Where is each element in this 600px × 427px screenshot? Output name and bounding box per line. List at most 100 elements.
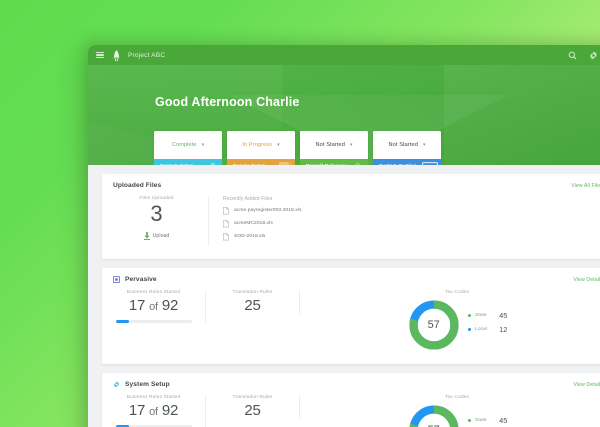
status-card-name: People Setup xyxy=(233,164,265,165)
dollar-icon: $ xyxy=(354,161,362,165)
rocket-logo-icon[interactable] xyxy=(111,49,122,62)
business-rules-block: Business Rules Started 17 of 92 xyxy=(102,395,206,427)
status-card-footer[interactable]: System Testing xyxy=(373,159,441,165)
files-uploaded-caption: Files Uploaded xyxy=(139,196,174,201)
status-card-header[interactable]: Complete ▾ xyxy=(154,131,222,159)
search-icon[interactable] xyxy=(568,51,577,60)
status-card-header[interactable]: Not Started ▾ xyxy=(373,131,441,159)
list-item[interactable]: SOD-2018.xls xyxy=(223,233,600,241)
panel-header: Uploaded Files View All Files xyxy=(102,174,600,196)
greeting-text: Good Afternoon Charlie xyxy=(155,95,300,109)
legend-value: 45 xyxy=(499,416,508,425)
legend-dot-state xyxy=(467,418,472,423)
uploaded-files-panel: Uploaded Files View All Files Files Uplo… xyxy=(102,174,600,259)
section-title: Pervasive xyxy=(125,276,157,283)
status-card-people-setup[interactable]: In Progress ▾ People Setup xyxy=(227,131,295,165)
tax-codes-caption: Tax Codes xyxy=(444,290,470,295)
file-icon xyxy=(223,207,229,215)
checklist-icon xyxy=(422,162,438,165)
view-all-files-link[interactable]: View All Files xyxy=(571,182,600,189)
status-card-row: Complete ▾ System Setup In Progress ▾ xyxy=(154,131,441,165)
view-details-link[interactable]: View Details xyxy=(573,381,600,388)
status-card-header[interactable]: Not Started ▾ xyxy=(300,131,368,159)
section-title: System Setup xyxy=(125,381,170,388)
section-title-row: Pervasive xyxy=(113,276,157,283)
legend-dot-local xyxy=(467,327,472,332)
section-title-row: System Setup xyxy=(113,381,170,388)
list-item[interactable]: acmeMC2018.xls xyxy=(223,220,600,228)
section-body: Business Rules Started 17 of 92 Translat… xyxy=(102,395,600,427)
business-rules-value: 17 of 92 xyxy=(110,297,197,314)
progress-bar-fill xyxy=(115,320,130,323)
view-details-link[interactable]: View Details xyxy=(573,276,600,283)
recent-files-caption: Recently Added Files xyxy=(223,196,273,202)
legend-item: Local 12 xyxy=(467,325,508,334)
rules-done: 17 xyxy=(128,402,146,419)
page-title: Uploaded Files xyxy=(113,182,162,189)
tax-codes-caption: Tax Codes xyxy=(444,395,470,400)
app-window: Project ABC ? Good Afternoon Charlie xyxy=(88,45,600,427)
panel-header: Pervasive View Details xyxy=(102,268,600,290)
upload-label: Upload xyxy=(152,233,170,240)
hamburger-icon[interactable] xyxy=(96,51,104,59)
rules-total: 92 xyxy=(161,402,179,419)
status-card-footer[interactable]: Payroll Balances $ xyxy=(300,159,368,165)
business-rules-caption: Business Rules Started xyxy=(126,395,181,400)
file-name: acme.payregister003.2018.xls xyxy=(234,208,302,214)
status-card-system-setup[interactable]: Complete ▾ System Setup xyxy=(154,131,222,165)
files-uploaded-count: 3 xyxy=(150,201,163,226)
translation-rules-value: 25 xyxy=(244,402,261,419)
status-label: Not Started xyxy=(388,142,418,148)
gear-icon[interactable] xyxy=(589,51,598,60)
donut-legend: State 45 Local 12 xyxy=(467,311,508,339)
status-label: Complete xyxy=(171,142,197,148)
tax-codes-donut-chart: 57 xyxy=(407,403,461,427)
chevron-down-icon[interactable]: ▾ xyxy=(349,141,353,148)
status-card-system-testing[interactable]: Not Started ▾ System Testing xyxy=(373,131,441,165)
legend-value: 12 xyxy=(499,325,508,334)
tax-codes-donut-chart: 57 xyxy=(407,298,461,352)
legend-item: State 45 xyxy=(467,311,508,320)
section-panel-system-setup: System Setup View Details Business Rules… xyxy=(102,373,600,427)
business-rules-caption: Business Rules Started xyxy=(126,290,181,295)
progress-bar xyxy=(115,425,192,427)
chevron-down-icon[interactable]: ▾ xyxy=(277,141,280,148)
donut-chart-area: 57 State 45 Local 12 xyxy=(308,298,600,352)
top-bar: Project ABC ? xyxy=(88,45,600,65)
donut-center-value: 57 xyxy=(407,403,461,427)
list-item[interactable]: acme.payregister003.2018.xls xyxy=(223,207,600,215)
app-title: Project ABC xyxy=(128,51,166,59)
progress-bar-fill xyxy=(115,425,130,427)
chevron-down-icon[interactable]: ▾ xyxy=(422,141,426,148)
file-name: SOD-2018.xls xyxy=(234,234,266,240)
status-card-footer[interactable]: People Setup xyxy=(227,159,295,165)
status-card-name: System Testing xyxy=(379,164,416,165)
file-name: acmeMC2018.xls xyxy=(234,221,273,227)
files-uploaded-block: Files Uploaded 3 Upload xyxy=(113,196,209,246)
recent-files-block: Recently Added Files acme.payregister003… xyxy=(209,196,600,246)
legend-label: State xyxy=(475,418,487,423)
file-icon xyxy=(223,220,229,228)
upload-button[interactable]: Upload xyxy=(143,232,170,241)
status-card-payroll-balances[interactable]: Not Started ▾ Payroll Balances $ xyxy=(300,131,368,165)
section-body: Business Rules Started 17 of 92 Translat… xyxy=(102,290,600,364)
chevron-down-icon[interactable]: ▾ xyxy=(201,141,205,148)
status-card-footer[interactable]: System Setup xyxy=(154,159,222,165)
business-rules-value: 17 of 92 xyxy=(110,402,197,419)
legend-dot-state xyxy=(467,313,472,318)
donut-center-value: 57 xyxy=(427,319,440,331)
status-label: In Progress xyxy=(242,142,273,148)
status-card-name: System Setup xyxy=(160,164,194,165)
rules-of-label: of xyxy=(149,301,158,313)
gear-icon xyxy=(210,161,216,165)
tax-codes-block: Tax Codes 57 State xyxy=(300,290,600,352)
rules-of-label: of xyxy=(149,406,158,418)
translation-rules-caption: Translation Rules xyxy=(232,395,273,400)
rules-total: 92 xyxy=(161,297,179,314)
status-label: Not Started xyxy=(315,142,345,148)
legend-value: 45 xyxy=(499,311,508,320)
section-panel-pervasive: Pervasive View Details Business Rules St… xyxy=(102,268,600,364)
business-rules-block: Business Rules Started 17 of 92 xyxy=(102,290,206,323)
status-card-header[interactable]: In Progress ▾ xyxy=(227,131,295,159)
rules-done: 17 xyxy=(128,297,146,314)
